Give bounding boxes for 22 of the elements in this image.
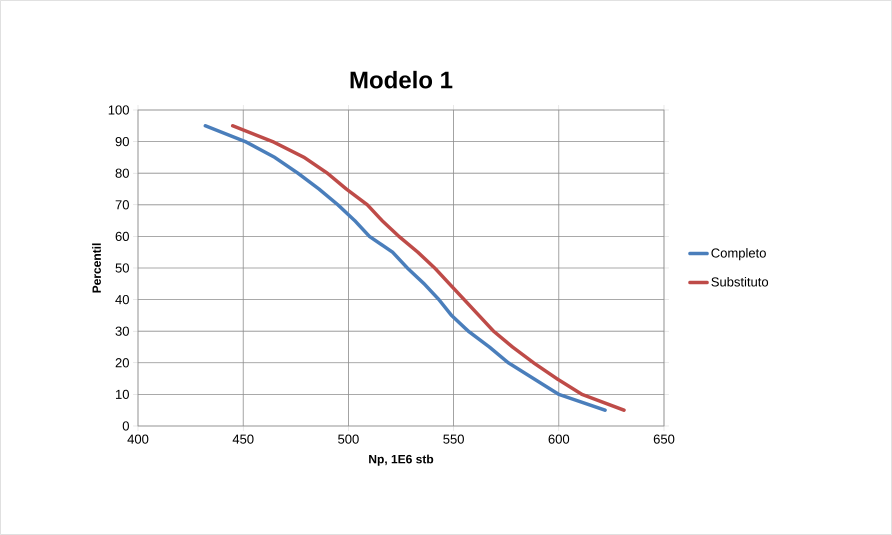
- x-tick-label: 500: [338, 434, 359, 444]
- y-tick-label: 60: [116, 232, 129, 241]
- y-tick-label: 10: [116, 390, 129, 399]
- x-axis-title: Np, 1E6 stb: [369, 454, 434, 466]
- y-tick-label: 100: [108, 105, 129, 115]
- x-tick-label: 450: [232, 434, 254, 444]
- x-tick-label: 550: [443, 434, 464, 444]
- y-tick-label: 40: [115, 294, 129, 304]
- y-tick-label: 80: [116, 168, 129, 178]
- x-tick-label: 650: [654, 434, 674, 444]
- chart-title: Modelo 1: [350, 70, 452, 88]
- legend-label: Substituto: [711, 276, 768, 287]
- y-tick-label: 30: [116, 326, 129, 336]
- y-tick-label: 70: [116, 200, 129, 210]
- y-tick-label: 90: [116, 136, 129, 146]
- x-tick-label: 600: [548, 434, 570, 444]
- y-tick-label: 50: [116, 263, 129, 273]
- y-axis-title: Percentil: [92, 244, 101, 293]
- legend-label: Completo: [711, 248, 766, 260]
- y-tick-label: 0: [122, 421, 129, 431]
- y-tick-label: 20: [116, 358, 129, 368]
- x-tick-label: 400: [127, 434, 148, 444]
